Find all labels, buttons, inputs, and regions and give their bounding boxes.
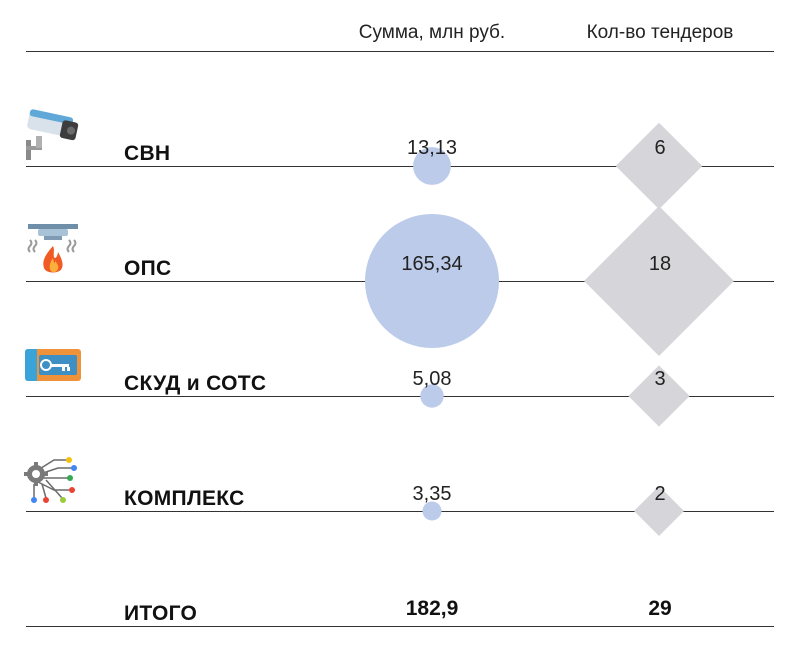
- sum-total: 182,9: [405, 597, 459, 620]
- key-card-icon: [24, 346, 82, 398]
- count-diamond-1: [615, 122, 703, 210]
- column-header-sum: Сумма, млн руб.: [358, 22, 506, 43]
- header-divider: [26, 51, 774, 52]
- sum-bubble-3: [420, 384, 444, 408]
- fire-alarm-icon: [24, 224, 82, 276]
- sum-bubble-1: [413, 147, 451, 185]
- row-divider-1: [26, 166, 774, 167]
- sum-bubble-2: [365, 214, 499, 348]
- sum-value-svn: 13,13: [406, 137, 458, 159]
- sum-value-ops: 165,34: [401, 253, 463, 275]
- count-value-svn: 6: [654, 137, 666, 159]
- count-value-ops: 18: [648, 253, 672, 275]
- count-value-skud: 3: [654, 368, 666, 390]
- sum-value-kompleks: 3,35: [412, 483, 452, 505]
- sum-value-skud: 5,08: [412, 368, 452, 390]
- cctv-camera-icon: [24, 106, 82, 160]
- count-diamond-4: [634, 486, 684, 536]
- row-label-kompleks: КОМПЛЕКС: [124, 487, 245, 510]
- count-value-kompleks: 2: [654, 483, 666, 505]
- network-gear-icon: [24, 454, 82, 506]
- count-diamond-3: [628, 365, 690, 427]
- row-label-skud: СКУД и СОТС: [124, 372, 267, 395]
- count-diamond-2: [584, 206, 734, 356]
- sum-bubble-4: [422, 501, 442, 521]
- row-label-svn: СВН: [124, 142, 171, 165]
- row-divider-4: [26, 511, 774, 512]
- count-total: 29: [648, 597, 672, 620]
- total-label: ИТОГО: [124, 602, 198, 625]
- column-header-count: Кол-во тендеров: [586, 22, 734, 43]
- row-label-ops: ОПС: [124, 257, 172, 280]
- row-divider-3: [26, 396, 774, 397]
- total-divider: [26, 626, 774, 627]
